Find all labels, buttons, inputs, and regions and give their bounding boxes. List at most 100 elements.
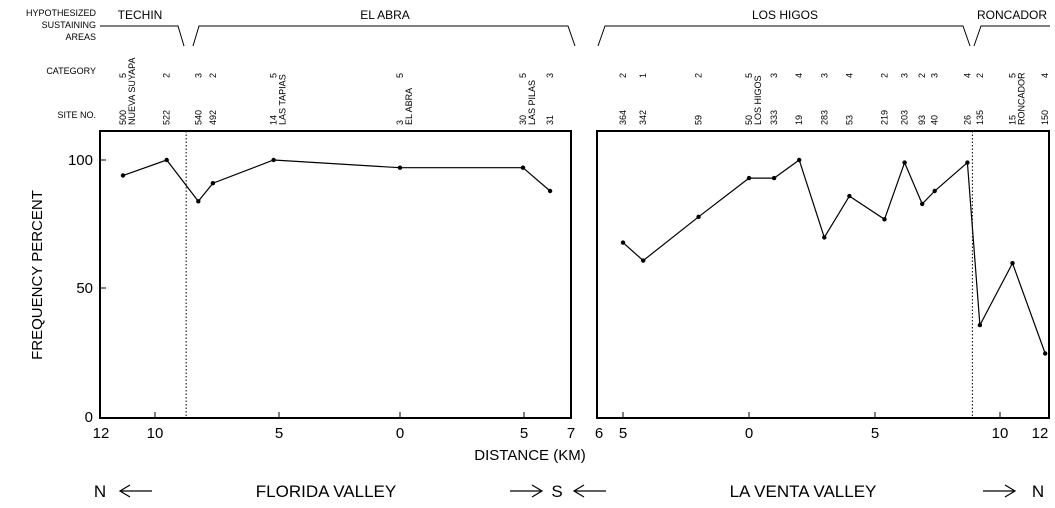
y-tick-0: 0 [85,409,93,426]
category-label-site-30: 5 [518,73,528,78]
y-tick-100: 100 [68,152,93,169]
right-x-tick-10: 10 [992,425,1009,442]
left-x-tick-5b: 5 [520,425,528,442]
data-point-site-342 [641,258,646,263]
data-point-site-333 [771,175,777,181]
category-label-site-333: 3 [769,73,779,78]
data-point-site-203 [902,160,907,165]
site-number-label-364: 364 [618,110,628,125]
site-name-label-500: NUEVA SUYAPA [127,57,137,125]
left-x-ticks: 12 10 5 0 5 7 [93,412,575,442]
la-venta-valley-label: LA VENTA VALLEY [730,482,877,501]
header-labels: HYPOTHESIZED SUSTAINING AREAS CATEGORY S… [26,8,97,120]
data-point-site-3 [397,165,403,170]
site-number-label-15: 15 [1008,115,1018,125]
right-x-tick-0: 0 [745,425,753,442]
area-los-higos: LOS HIGOS [752,8,818,22]
data-point-site-26 [965,160,970,165]
data-point-site-53 [847,193,852,199]
site-number-label-3: 3 [395,120,405,125]
site-number-label-492: 492 [208,110,218,125]
hypothesized-label-line2: SUSTAINING [42,20,96,30]
hypothesized-label-line1: HYPOTHESIZED [26,8,97,18]
site-name-label-14: LAS TAPIAS [278,74,288,125]
data-point-site-150 [1043,351,1048,356]
boundary-lines [185,131,973,418]
category-label-site-203: 3 [900,73,910,78]
site-number-label-53: 53 [844,115,854,125]
data-point-site-522 [164,157,169,163]
category-label-site-150: 4 [1040,73,1050,78]
bracket-los-higos [597,25,971,47]
footer-s: S [551,482,562,501]
y-tick-50: 50 [76,280,93,297]
category-label-site-40: 3 [930,73,940,78]
left-plot-frame [99,130,572,419]
category-label-site-59: 2 [694,73,704,78]
site-number-label-19: 19 [794,115,804,125]
data-point-site-30 [520,165,526,170]
category-label-site-15: 5 [1008,73,1018,78]
series-line-la-venta-valley [622,159,1046,354]
right-x-tick-5: 5 [619,425,627,442]
series-lines [122,159,1046,354]
data-point-site-219 [882,217,887,222]
area-techin: TECHIN [118,8,163,22]
category-label-site-26: 4 [962,73,972,78]
site-number-label-59: 59 [694,115,704,125]
site-number-label-342: 342 [638,110,648,125]
site-number-label-522: 522 [162,110,172,125]
footer-right-n: N [1032,482,1044,501]
right-x-tick-12: 12 [1032,425,1049,442]
area-brackets: TECHIN EL ABRA LOS HIGOS RONCADOR [100,8,1050,47]
series-line-florida-valley [122,159,551,203]
hypothesized-label-line3: AREAS [65,32,96,42]
site-number-label-31: 31 [545,115,555,125]
site-number-label-203: 203 [900,110,910,125]
site-number-label-283: 283 [819,110,829,125]
data-point-site-19 [797,157,802,163]
arrow-right-icon [510,484,544,498]
footer: N FLORIDA VALLEY S LA VENTA VALLEY N [94,482,1044,501]
bracket-techin [100,25,185,47]
category-label-site-3: 5 [395,73,405,78]
category-label-site-219: 2 [880,73,890,78]
data-point-site-283 [822,235,827,240]
category-label-site-19: 4 [794,73,804,78]
x-axis-label: DISTANCE (KM) [474,447,585,464]
category-label-site-93: 2 [917,73,927,78]
data-point-site-31 [547,188,553,194]
site-no-label: SITE NO. [57,110,96,120]
category-label: CATEGORY [46,66,96,76]
category-label-site-364: 2 [618,73,628,78]
y-axis-label: FREQUENCY PERCENT [29,190,46,360]
data-point-site-93 [920,201,925,207]
site-name-label-50: LOS HIGOS [753,75,763,125]
site-number-label-30: 30 [518,115,528,125]
category-label-site-135: 2 [975,73,985,78]
category-label-site-522: 2 [162,73,172,78]
data-point-site-15 [1010,261,1015,266]
category-label-site-342: 1 [638,73,648,78]
series-points [120,157,1048,356]
bracket-el-abra [192,25,576,47]
site-number-label-150: 150 [1040,110,1050,125]
site-name-label-3: EL ABRA [404,88,414,125]
site-number-label-40: 40 [930,115,940,125]
site-number-label-219: 219 [880,110,890,125]
category-label-site-492: 2 [208,73,218,78]
category-label-site-540: 3 [193,73,203,78]
right-x-ticks: 6 5 0 5 10 12 [595,412,1049,442]
data-point-site-59 [696,214,701,219]
arrow-left-icon [118,484,152,498]
site-number-label-135: 135 [975,110,985,125]
bracket-roncador [973,25,1050,47]
data-point-site-135 [977,322,983,328]
site-number-label-333: 333 [769,110,779,125]
left-x-tick-0: 0 [396,425,404,442]
area-roncador: RONCADOR [977,8,1047,22]
left-x-tick-10: 10 [147,425,164,442]
arrow-right-icon [983,484,1017,498]
